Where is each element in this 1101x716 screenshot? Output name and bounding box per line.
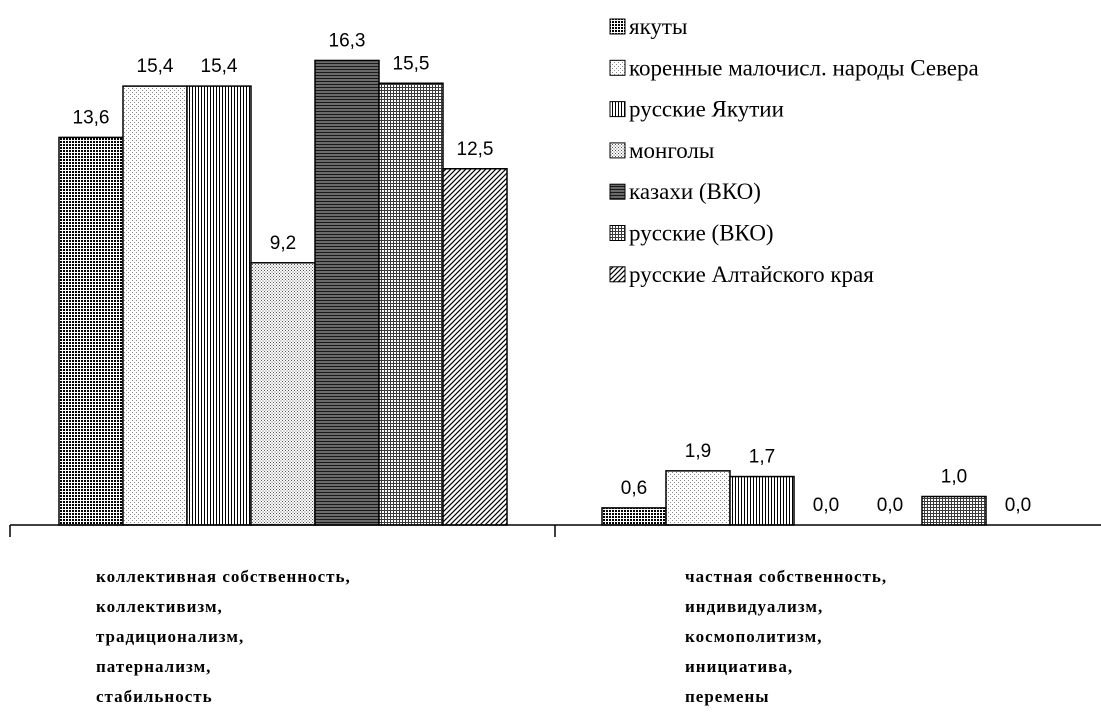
legend-item: якуты xyxy=(609,14,687,39)
category-labels-layer: коллективная собственность, коллективизм,… xyxy=(96,567,887,706)
category-label-line: частная собственность, xyxy=(685,567,887,586)
legend-label: монголы xyxy=(629,138,714,163)
bar-1-1 xyxy=(58,136,124,526)
data-label: 15,5 xyxy=(393,53,430,74)
data-label: 15,4 xyxy=(201,56,238,77)
category-label-line: индивидуализм, xyxy=(685,597,823,616)
legend-swatch xyxy=(609,101,626,118)
bar-2-1 xyxy=(601,507,667,526)
legend-item: коренные малочисл. народы Севера xyxy=(609,55,979,80)
category-label-line: патернализм, xyxy=(96,657,211,676)
legend-item: русские (ВКО) xyxy=(609,221,774,246)
category-label-line: традиционализм, xyxy=(96,627,244,646)
data-label: 0,0 xyxy=(877,495,903,516)
category-label-line: коллективная собственность, xyxy=(96,567,351,586)
data-label: 1,9 xyxy=(685,441,711,462)
legend-swatch xyxy=(609,142,626,159)
bar-1-5 xyxy=(314,59,380,526)
legend-swatch xyxy=(609,266,626,283)
category-label-line: инициатива, xyxy=(685,657,793,676)
legend-swatch xyxy=(609,59,626,76)
bar-1-4 xyxy=(250,262,316,526)
category-label-line: стабильность xyxy=(96,687,213,706)
legend-swatch xyxy=(609,225,626,241)
legend-label: казахи (ВКО) xyxy=(629,179,761,204)
data-label: 1,0 xyxy=(941,467,967,488)
bar-1-7 xyxy=(442,168,508,526)
data-label: 0,0 xyxy=(1005,495,1031,516)
data-label: 15,4 xyxy=(137,56,174,77)
category-label-line: коллективизм, xyxy=(96,597,223,616)
value-labels-layer: 13,6 15,4 15,4 9,2 16,3 15,5 12,5 0,6 1,9 1,7 0,0 0… xyxy=(73,30,1032,516)
bar-1-2 xyxy=(122,85,188,526)
legend-label: коренные малочисл. народы Севера xyxy=(629,55,979,80)
legend-label: якуты xyxy=(629,14,687,39)
data-label: 13,6 xyxy=(73,107,110,128)
legend-label: русские Якутии xyxy=(629,97,784,122)
bar-2-6 xyxy=(921,495,987,526)
legend-item: казахи (ВКО) xyxy=(609,179,761,204)
bar-1-3 xyxy=(186,85,252,526)
bars-layer xyxy=(58,59,987,526)
data-label: 12,5 xyxy=(457,139,494,160)
legend-swatch xyxy=(609,183,626,200)
data-label: 0,6 xyxy=(621,478,647,499)
bar-2-3 xyxy=(729,475,795,526)
legend-label: русские (ВКО) xyxy=(629,221,774,246)
legend: якуты коренные малочисл. народы Севера ру… xyxy=(609,14,979,287)
data-label: 0,0 xyxy=(813,495,839,516)
x-axis xyxy=(9,524,1101,537)
category-label-line: космополитизм, xyxy=(685,627,822,646)
legend-item: монголы xyxy=(609,138,714,163)
legend-label: русские Алтайского края xyxy=(629,262,874,287)
data-label: 1,7 xyxy=(749,447,775,468)
legend-item: русские Якутии xyxy=(609,97,784,122)
legend-item: русские Алтайского края xyxy=(609,262,874,287)
category-label-line: перемены xyxy=(685,687,770,706)
bar-1-6 xyxy=(378,82,444,526)
legend-swatch xyxy=(609,18,626,35)
data-label: 9,2 xyxy=(270,233,296,254)
data-label: 16,3 xyxy=(329,30,366,51)
bar-2-2 xyxy=(665,470,731,526)
